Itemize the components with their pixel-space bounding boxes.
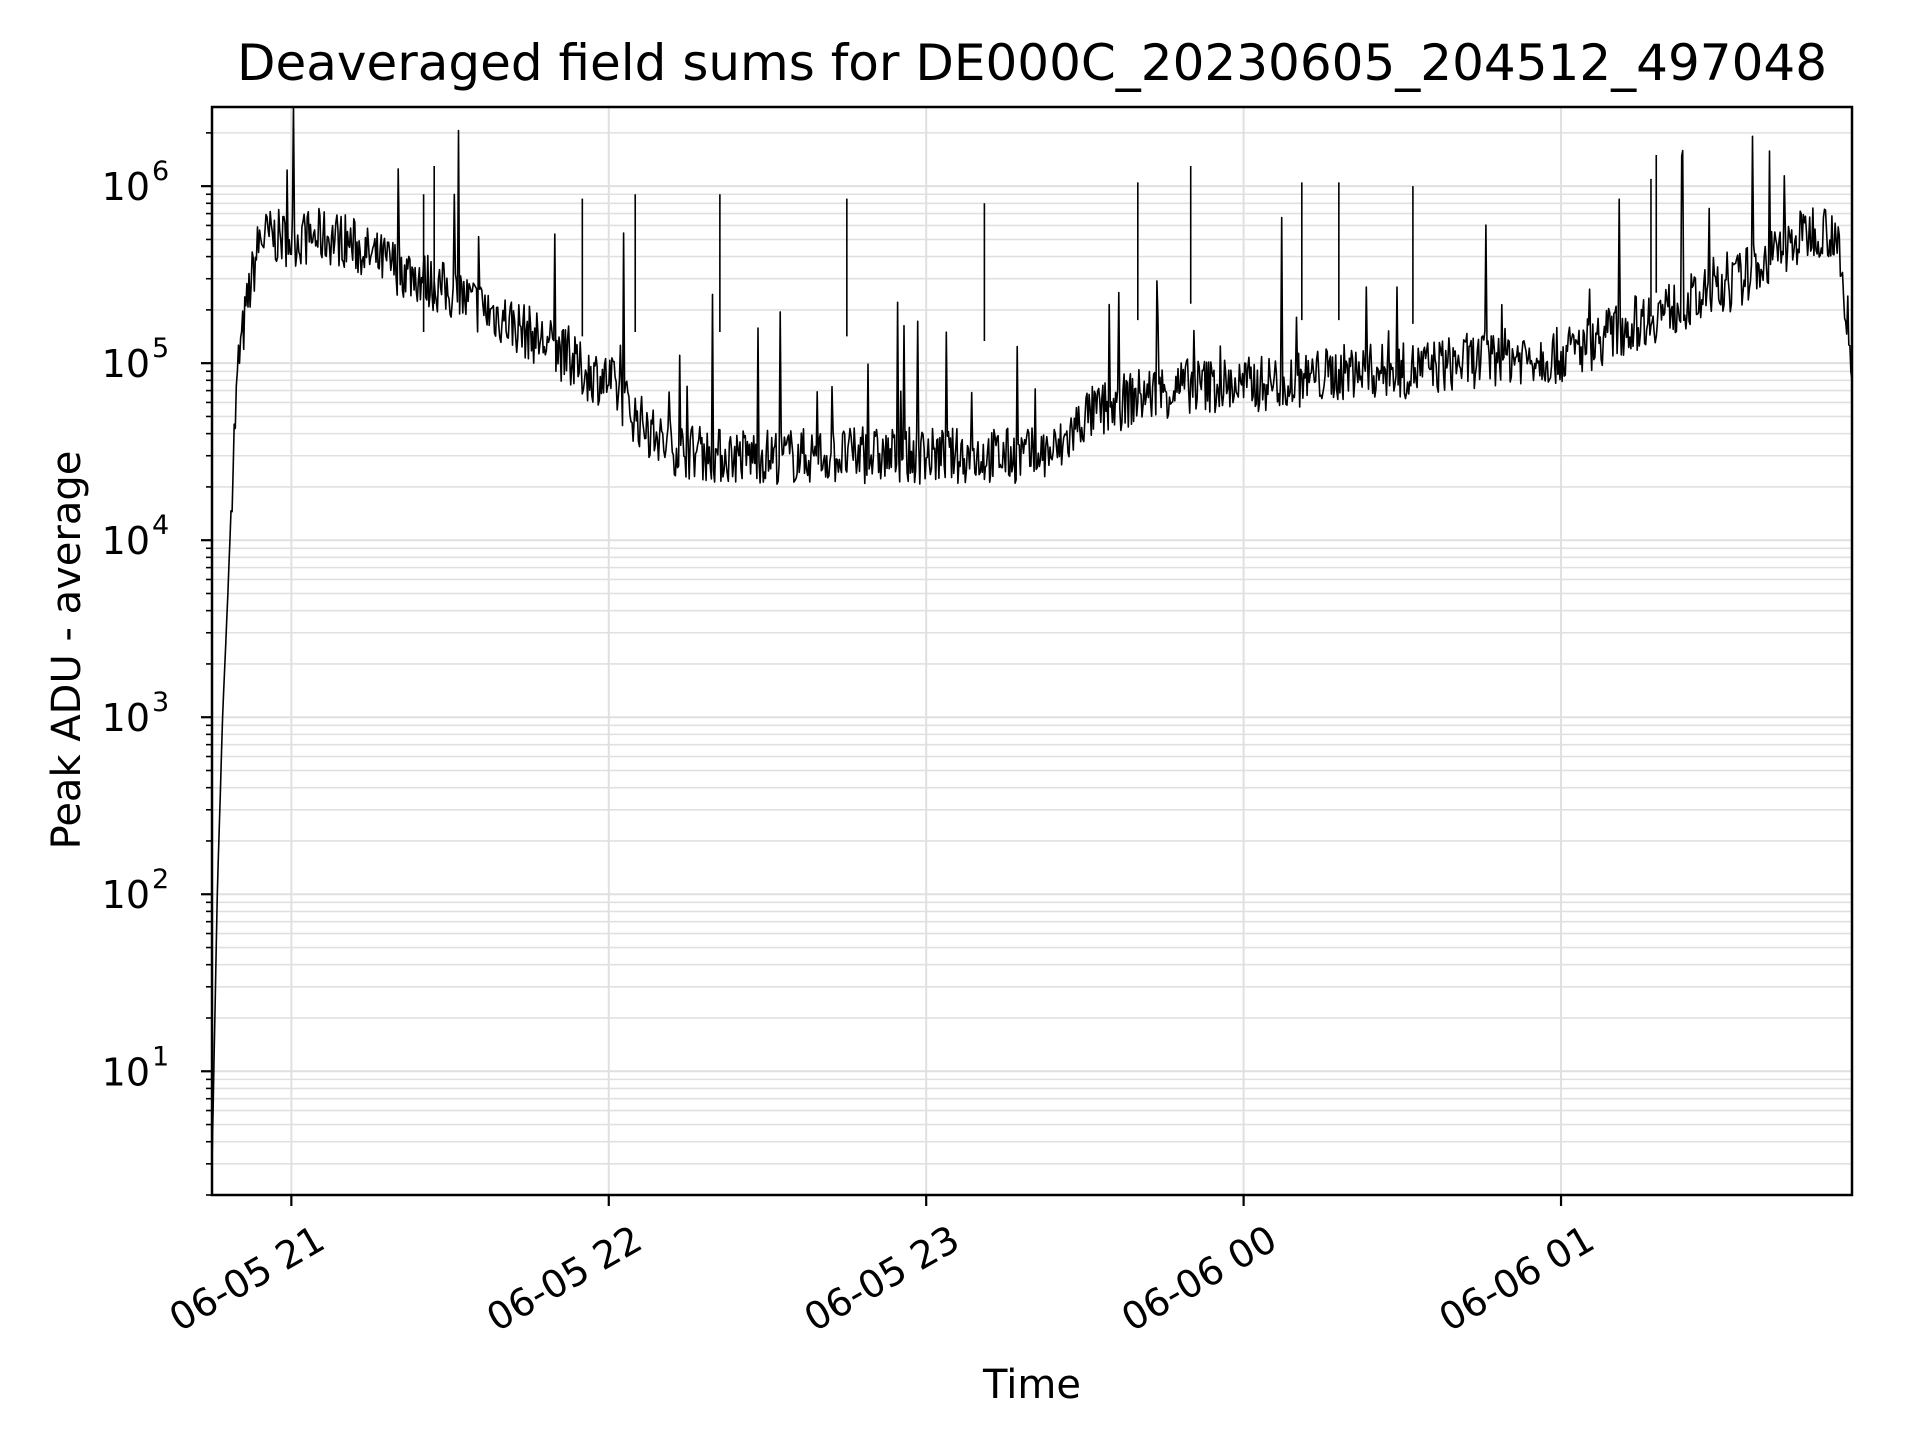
chart-title: Deaveraged field sums for DE000C_2023060… xyxy=(237,34,1827,92)
y-tick-label-exponent: 2 xyxy=(152,864,169,895)
y-tick-label-base: 10 xyxy=(102,519,150,563)
y-tick-label-exponent: 6 xyxy=(152,156,169,187)
x-axis-label: Time xyxy=(982,1362,1081,1408)
y-tick-label-exponent: 1 xyxy=(152,1041,169,1072)
grid xyxy=(212,107,1852,1196)
series-layer xyxy=(211,106,1853,1164)
y-tick-label: 10 xyxy=(102,873,150,917)
y-tick-label-base: 10 xyxy=(102,873,150,917)
y-tick-label-exponent: 3 xyxy=(152,687,169,718)
y-axis-label: Peak ADU - average xyxy=(44,451,90,850)
y-tick-label-exponent: 4 xyxy=(152,510,169,541)
y-tick-label-base: 10 xyxy=(102,1050,150,1094)
plot-frame xyxy=(210,105,1854,1197)
y-tick-label: 10 xyxy=(102,1050,150,1094)
y-tick-label-base: 10 xyxy=(102,342,150,386)
series-line xyxy=(211,106,1853,1164)
y-tick-label: 10 xyxy=(102,519,150,563)
y-tick-label: 10 xyxy=(102,165,150,209)
y-tick-label-base: 10 xyxy=(102,696,150,740)
y-tick-label-base: 10 xyxy=(102,165,150,209)
y-tick-label: 10 xyxy=(102,342,150,386)
y-tick-label-exponent: 5 xyxy=(152,333,169,364)
y-tick-label: 10 xyxy=(102,696,150,740)
